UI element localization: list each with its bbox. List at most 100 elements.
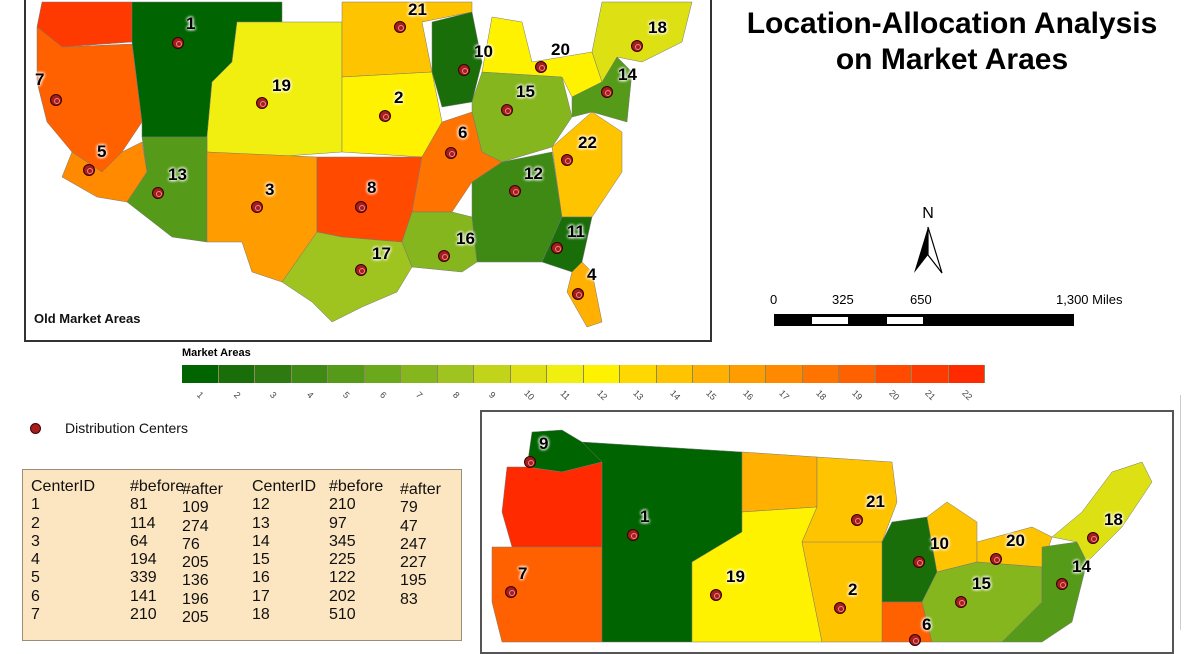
table-cell: 2 [31,514,40,532]
table-cell: 195 [400,572,427,590]
scale-label-650: 650 [910,292,932,307]
scale-bar: 0 325 650 1,300 Miles [760,292,1160,332]
distribution-center-label: 13 [168,165,187,184]
table-cell: 13 [252,514,270,532]
ramp-label-2: 2 [231,389,243,401]
distribution-center-icon [505,586,517,598]
table-cell: 194 [130,551,157,569]
distribution-center-icon [355,264,367,276]
table-cell: 339 [130,569,157,587]
scale-label-325: 325 [832,292,854,307]
table-cell: 227 [400,554,427,572]
old-market-areas-shapes [36,1,693,328]
distribution-center-label: 6 [922,615,932,634]
distribution-center-icon [50,94,62,106]
table-cell: 225 [329,551,356,569]
distribution-center-label: 20 [551,40,570,59]
ramp-label-17: 17 [777,387,792,403]
scale-label-0: 0 [770,292,778,307]
table-col-after-left: #after 109 274 76 205 136 196 205 [182,481,223,627]
distribution-center-icon [631,40,643,52]
north-arrow: N [905,205,951,277]
ramp-cell-4 [291,365,328,383]
table-header: #before [130,478,185,495]
table-header: CenterID [252,478,317,495]
scale-bar-graphic [774,314,1074,326]
table-col-before-left: #before 81 114 64 194 339 141 210 [130,478,184,624]
distribution-center-icon [172,37,184,49]
new-market-areas-map [480,410,1174,654]
distribution-center-icon [355,201,367,213]
table-col-centerid-left: CenterID 1 2 3 4 5 6 7 [31,478,95,624]
distribution-center-label: 18 [648,18,667,37]
ramp-cell-2 [218,365,255,383]
table-col-centerid-right: CenterID 12 13 14 15 16 17 18 [252,478,316,624]
legend-title: Market Areas [182,347,251,359]
table-cell: 15 [252,551,270,569]
distribution-center-label: 21 [408,0,427,19]
distribution-center-label: 5 [97,142,107,161]
distribution-center-label: 3 [265,180,275,199]
distribution-center-label: 2 [848,580,858,599]
distribution-center-label: 1 [640,507,650,526]
table-cell: 47 [400,517,418,535]
distribution-center-icon [83,164,95,176]
table-cell: 6 [31,587,40,605]
table-cell: 83 [400,590,418,608]
ramp-label-9: 9 [486,389,498,401]
ramp-label-6: 6 [377,389,389,401]
distribution-center-label: 12 [524,164,543,183]
distribution-center-icon [851,514,863,526]
ramp-cell-8 [437,365,474,383]
distribution-center-label: 2 [394,88,404,107]
distribution-center-label: 20 [1006,531,1025,550]
distribution-center-icon [601,86,613,98]
distribution-center-label: 21 [866,492,885,511]
north-arrow-icon [914,226,943,274]
table-cell: 205 [182,554,209,572]
table-cell: 16 [252,569,270,587]
ramp-cell-18 [802,365,839,383]
ramp-cell-22 [948,365,985,383]
table-cell: 64 [130,532,148,550]
page-title: Location-Allocation Analysis on Market A… [712,6,1192,78]
ramp-label-13: 13 [631,387,646,403]
distribution-center-label: 14 [618,65,637,84]
new-market-areas-shapes [491,429,1153,643]
distribution-center-icon [572,288,584,300]
ramp-label-14: 14 [667,387,682,403]
ramp-cell-11 [547,365,584,383]
distribution-center-icon [251,201,263,213]
distribution-center-label: 11 [567,222,585,241]
ramp-label-20: 20 [886,387,901,403]
title-line-1: Location-Allocation Analysis [746,7,1158,40]
table-col-after-right: #after 79 47 247 227 195 83 [400,481,441,609]
page-divider [1180,395,1181,630]
table-header: #before [329,478,384,495]
distribution-center-icon [152,187,164,199]
distribution-center-icon [909,634,921,646]
title-line-2: on Market Araes [835,43,1069,76]
distribution-center-icon [1056,578,1068,590]
table-cell: 210 [130,606,157,624]
ramp-label-15: 15 [704,387,719,403]
distribution-center-label: 7 [35,70,45,89]
table-col-before-right: #before 210 97 345 225 122 202 510 [329,478,383,624]
distribution-center-label: 9 [539,434,549,453]
ramp-cell-5 [328,365,365,383]
distribution-center-icon [501,104,513,116]
distribution-center-icon [256,97,268,109]
distribution-centers-legend: Distribution Centers [30,420,188,436]
ramp-label-11: 11 [558,388,573,402]
distribution-center-icon [509,185,521,197]
ramp-cell-3 [255,365,292,383]
distribution-center-icon [710,589,722,601]
distribution-center-label: 19 [272,76,291,95]
table-cell: 79 [400,499,418,517]
table-cell: 81 [130,496,148,514]
ramp-label-19: 19 [850,387,865,403]
table-cell: 210 [329,496,356,514]
table-cell: 205 [182,609,209,627]
ramp-label-22: 22 [959,387,974,403]
table-cell: 7 [31,606,40,624]
